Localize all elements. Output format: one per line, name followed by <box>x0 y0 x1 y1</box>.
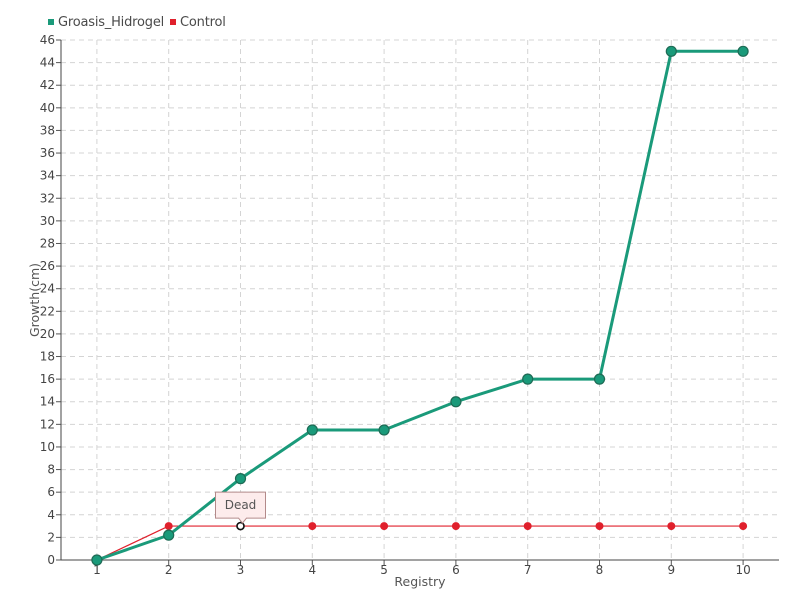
y-tick-label: 46 <box>40 33 55 47</box>
y-tick-label: 36 <box>40 146 55 160</box>
y-tick-label: 20 <box>40 327 55 341</box>
data-point-groasis <box>737 45 749 57</box>
y-tick-label: 42 <box>40 78 55 92</box>
data-point-control <box>451 522 460 531</box>
y-tick-label: 2 <box>47 530 55 544</box>
x-tick-label: 8 <box>596 563 604 577</box>
data-point-groasis <box>665 45 677 57</box>
series-line-groasis <box>96 49 744 562</box>
y-tick-label: 30 <box>40 214 55 228</box>
axes: Registry Growth(cm) 02468101214161820222… <box>27 33 779 589</box>
x-tick-label: 2 <box>165 563 173 577</box>
y-tick-label: 0 <box>47 553 55 567</box>
y-tick-label: 16 <box>40 372 55 386</box>
x-tick-label: 9 <box>667 563 675 577</box>
data-point-control <box>380 522 389 531</box>
y-tick-label: 10 <box>40 440 55 454</box>
x-tick-label: 6 <box>452 563 460 577</box>
annotated-point <box>236 521 245 531</box>
y-tick-label: 40 <box>40 101 55 115</box>
tooltip-box <box>215 491 266 524</box>
x-tick-label: 10 <box>735 563 750 577</box>
series-line-control <box>96 525 744 561</box>
data-point-groasis <box>163 529 175 541</box>
data-point-groasis <box>522 373 534 385</box>
x-tick-label: 4 <box>308 563 316 577</box>
data-point-groasis <box>450 396 462 408</box>
data-point-groasis <box>306 424 318 436</box>
y-tick-label: 32 <box>40 191 55 205</box>
data-point-groasis <box>378 424 390 436</box>
data-point-groasis <box>234 473 247 485</box>
series <box>91 45 749 566</box>
x-tick-label: 3 <box>237 563 245 577</box>
y-tick-label: 44 <box>40 56 55 70</box>
y-tick-label: 38 <box>40 123 55 137</box>
annotations: Dead <box>215 491 266 531</box>
legend-swatch-control <box>170 19 177 25</box>
data-point-groasis <box>91 554 103 566</box>
data-point-control <box>164 522 173 531</box>
y-tick-label: 24 <box>40 282 55 296</box>
y-tick-label: 28 <box>40 236 55 250</box>
tooltip-label: Dead <box>225 498 257 512</box>
y-tick-label: 6 <box>47 485 55 499</box>
grid <box>61 39 779 560</box>
data-point-groasis <box>593 373 606 385</box>
legend-item-groasis[interactable]: Groasis_Hidrogel <box>48 15 164 30</box>
legend-label-groasis: Groasis_Hidrogel <box>58 14 165 30</box>
data-point-control <box>523 522 532 531</box>
x-tick-label: 5 <box>380 563 388 577</box>
y-axis-title: Growth(cm) <box>27 263 42 337</box>
data-point-control <box>739 522 748 531</box>
y-tick-label: 22 <box>40 304 55 318</box>
y-tick-label: 26 <box>40 259 55 273</box>
legend: Groasis_Hidrogel Control <box>48 13 232 31</box>
legend-swatch-groasis <box>48 19 54 25</box>
y-tick-label: 18 <box>40 350 55 364</box>
y-tick-label: 8 <box>47 463 55 477</box>
y-tick-label: 4 <box>47 508 55 522</box>
y-tick-label: 34 <box>40 169 55 183</box>
y-tick-label: 12 <box>40 417 55 431</box>
legend-item-control[interactable]: Control <box>170 15 226 30</box>
x-axis-title: Registry <box>394 574 446 589</box>
data-point-control <box>595 522 604 531</box>
legend-label-control: Control <box>180 14 226 30</box>
y-tick-label: 14 <box>40 395 55 409</box>
x-tick-label: 7 <box>524 563 532 577</box>
data-point-control <box>667 522 676 531</box>
data-point-control <box>308 522 317 531</box>
x-tick-label: 1 <box>93 563 101 577</box>
tooltip-dead: Dead <box>215 491 266 524</box>
